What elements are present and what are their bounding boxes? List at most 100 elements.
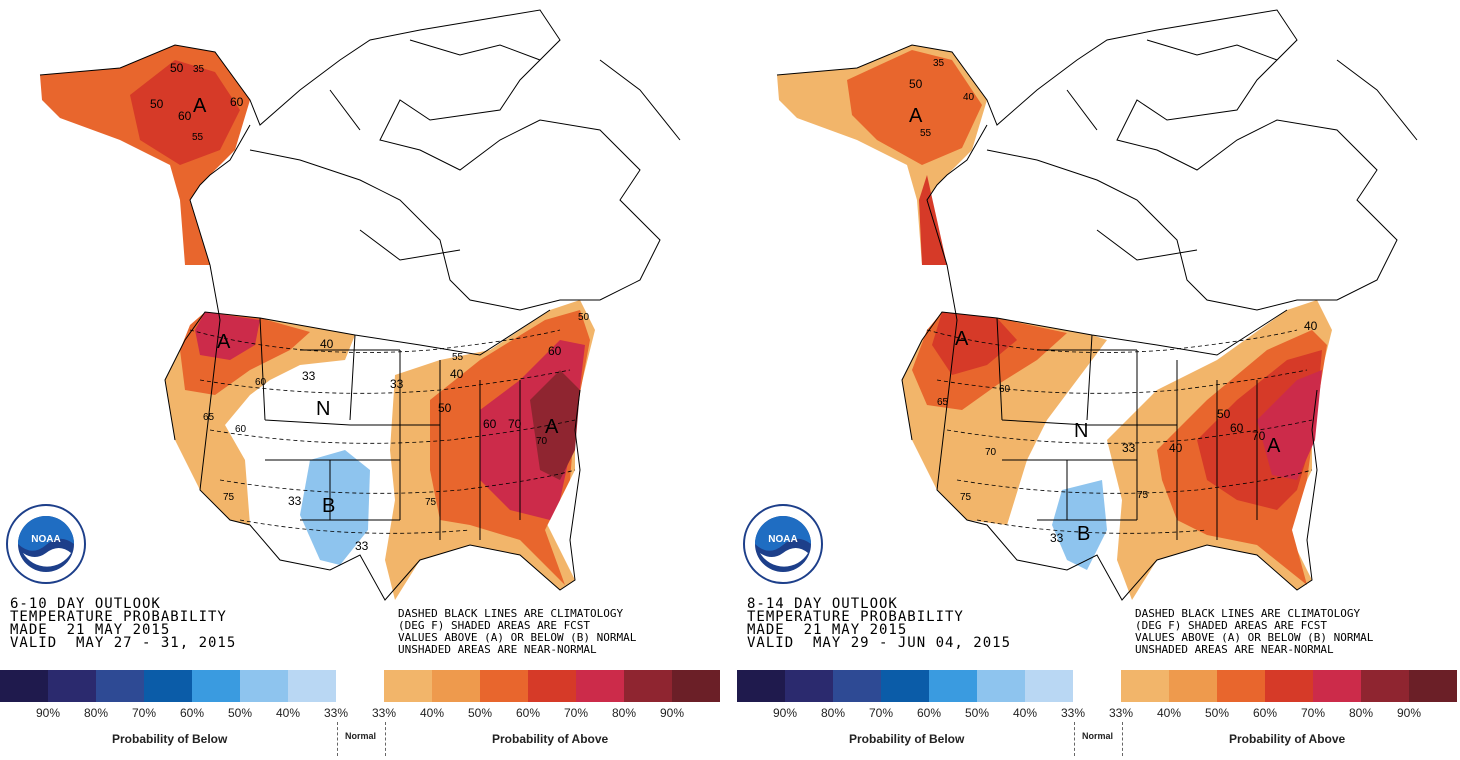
east-50b-label: 50 — [578, 312, 590, 323]
legend-line-3: VALUES ABOVE (A) OR BELOW (B) NORMAL — [398, 631, 637, 644]
central-33-label: 33 — [1122, 441, 1136, 455]
sw-75-label: 75 — [223, 492, 235, 503]
east-60-label: 60 — [1230, 421, 1244, 435]
scale-tick-label: 90% — [35, 706, 61, 720]
normal-divider-right — [385, 722, 386, 756]
normal-letter-label: N — [316, 398, 330, 420]
outlook-line-4: VALID MAY 29 - JUN 04, 2015 — [747, 635, 1012, 651]
scale-swatch — [48, 670, 96, 702]
east-60-label: 60 — [483, 417, 497, 431]
east-50-label: 50 — [1217, 407, 1231, 421]
alaska-letter-label: A — [193, 95, 207, 117]
scale-swatch — [1361, 670, 1409, 702]
scale-tick-label: 40% — [419, 706, 445, 720]
legend-line-3: VALUES ABOVE (A) OR BELOW (B) NORMAL — [1135, 631, 1374, 644]
nw-65-label: 65 — [937, 397, 949, 408]
alaska-55-label: 55 — [192, 132, 204, 143]
alaska-50a-label: 50 — [170, 61, 184, 75]
east-70-label: 70 — [508, 417, 522, 431]
northwest-60-region — [195, 312, 260, 360]
east-50-label: 50 — [438, 401, 452, 415]
scale-swatch — [833, 670, 881, 702]
scale-ticks: 90% 80% 70% 60% 50% 40% 33% 33% 40% 50% 60% 70% 80% 9… — [0, 706, 723, 722]
nw-60b-label: 60 — [235, 424, 247, 435]
scale-tick-label: 60% — [916, 706, 942, 720]
boundaries — [39, 9, 681, 601]
scale-tick-label: 90% — [659, 706, 685, 720]
outlook-line-1: 8-14 DAY OUTLOOK — [747, 596, 898, 612]
scale-tick-label: 40% — [275, 706, 301, 720]
alaska-inner-region — [847, 50, 982, 165]
east-70-region — [530, 370, 580, 480]
central-33b-label: 33 — [390, 377, 404, 391]
climatology-lines — [926, 329, 1313, 534]
below-letter-label: B — [322, 495, 335, 517]
scale-swatch — [480, 670, 528, 702]
map-labels: A 50 35 40 55 A 60 65 70 75 N B 33 33 A … — [909, 58, 1318, 545]
scale-swatch — [336, 670, 384, 702]
nw-letter-label: A — [955, 328, 969, 350]
scale-tick-label: 70% — [1300, 706, 1326, 720]
temperature-map-8-14: A 50 35 40 55 A 60 65 70 75 N B 33 33 A … — [776, 9, 1418, 601]
scale-swatch — [1073, 670, 1121, 702]
scale-swatch — [96, 670, 144, 702]
outlook-line-4: VALID MAY 27 - 31, 2015 — [10, 635, 237, 651]
east-75-label: 75 — [1137, 490, 1149, 501]
scale-swatch — [929, 670, 977, 702]
above-caption: Probability of Above — [492, 732, 609, 746]
scale-swatch — [144, 670, 192, 702]
below-33a-label: 33 — [288, 494, 302, 508]
scale-swatch — [1265, 670, 1313, 702]
sw-75-label: 75 — [960, 492, 972, 503]
scale-tick-label: 50% — [1204, 706, 1230, 720]
normal-caption: Normal — [1082, 731, 1114, 741]
below-caption: Probability of Below — [112, 732, 228, 746]
nw-60-label: 60 — [999, 384, 1011, 395]
east-40b-label: 40 — [1304, 319, 1318, 333]
scale-swatch — [1313, 670, 1361, 702]
nw-70-label: 70 — [985, 447, 997, 458]
legend-line-4: UNSHADED AREAS ARE NEAR-NORMAL — [1135, 643, 1334, 656]
noaa-logo: NOAA — [6, 504, 86, 584]
color-scale — [0, 670, 720, 702]
nw-65-label: 65 — [203, 412, 215, 423]
southwest-below-region — [300, 450, 370, 565]
outlook-title: 8-14 DAY OUTLOOK TEMPERATURE PROBABILITY M… — [747, 596, 1012, 651]
scale-tick-label: 80% — [820, 706, 846, 720]
map-legend-note: DASHED BLACK LINES ARE CLIMATOLOGY (DEG F… — [1135, 608, 1373, 656]
scale-swatch — [881, 670, 929, 702]
east-70b-label: 70 — [536, 436, 548, 447]
outlook-line-2: TEMPERATURE PROBABILITY — [10, 609, 227, 625]
map-legend-note: DASHED BLACK LINES ARE CLIMATOLOGY (DEG F… — [398, 608, 636, 656]
alaska-50b-label: 50 — [150, 97, 164, 111]
temperature-map-6-10: A 50 35 50 60 60 55 A 40 60 65 60 75 N B… — [39, 9, 681, 601]
alaska-55-label: 55 — [920, 128, 932, 139]
climatology-lines — [189, 329, 576, 534]
alaska-60a-label: 60 — [178, 109, 192, 123]
scale-tick-label: 90% — [1396, 706, 1422, 720]
scale-swatch — [1169, 670, 1217, 702]
scale-tick-label: 80% — [1348, 706, 1374, 720]
outlook-line-1: 6-10 DAY OUTLOOK — [10, 596, 161, 612]
scale-swatch — [576, 670, 624, 702]
scale-tick-label: 33% — [323, 706, 349, 720]
east-40-label: 40 — [1169, 441, 1183, 455]
east-40-label: 40 — [450, 367, 464, 381]
east-letter-label: A — [1267, 435, 1281, 457]
normal-divider-right — [1122, 722, 1123, 756]
below-caption: Probability of Below — [849, 732, 965, 746]
legend-line-1: DASHED BLACK LINES ARE CLIMATOLOGY — [1135, 607, 1361, 620]
scale-tick-label: 70% — [868, 706, 894, 720]
below-33b-label: 33 — [355, 539, 369, 553]
map-labels: A 50 35 50 60 60 55 A 40 60 65 60 75 N B… — [150, 61, 590, 553]
east-70-label: 70 — [1252, 429, 1266, 443]
scale-swatch — [1217, 670, 1265, 702]
scale-swatch — [672, 670, 720, 702]
alaska-35-label: 35 — [933, 58, 945, 69]
legend-line-2: (DEG F) SHADED AREAS ARE FCST — [1135, 619, 1328, 632]
below-33-label: 33 — [1050, 531, 1064, 545]
east-70-region — [1257, 370, 1322, 480]
legend-line-2: (DEG F) SHADED AREAS ARE FCST — [398, 619, 591, 632]
scale-swatch — [432, 670, 480, 702]
nw-letter-label: A — [217, 331, 231, 353]
